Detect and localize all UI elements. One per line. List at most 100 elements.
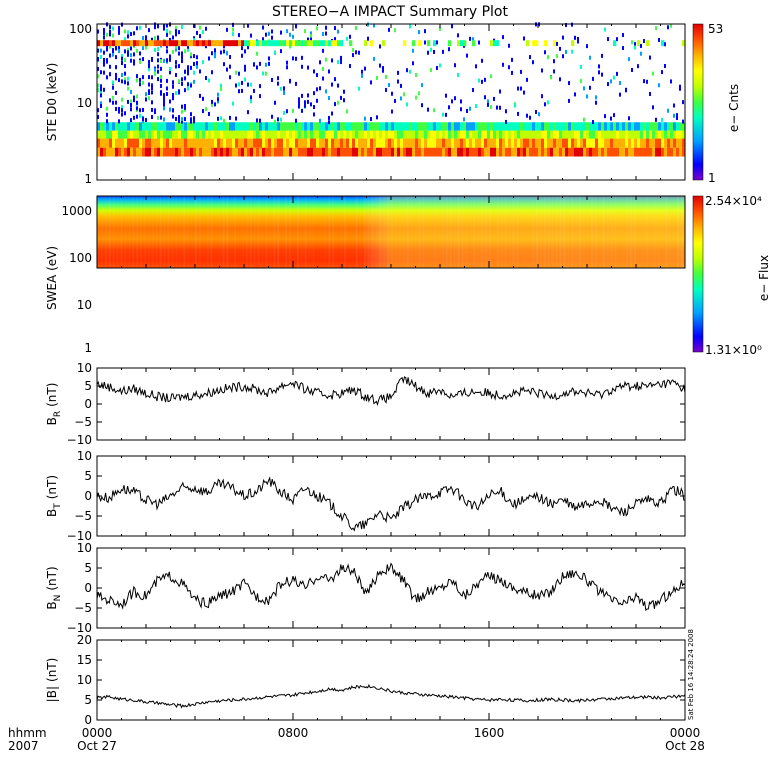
ste-cell <box>544 50 546 55</box>
ste-cell <box>274 40 278 47</box>
ste-cell <box>202 96 204 101</box>
ste-cell <box>556 122 560 131</box>
ste-cell <box>244 49 246 54</box>
ste-cell <box>661 130 665 139</box>
ste-cell <box>103 87 105 92</box>
ste-cell <box>403 130 407 139</box>
ste-cell <box>187 44 189 49</box>
ste-cell <box>292 34 294 39</box>
ste-cell <box>241 138 245 148</box>
ste-cell <box>304 40 308 47</box>
ste-cell <box>391 138 395 148</box>
ste-cell <box>664 147 668 157</box>
ste-cell <box>373 23 375 28</box>
ste-cell <box>196 61 198 66</box>
ste-cell <box>118 130 122 139</box>
swea-stripe <box>555 196 558 268</box>
ste-cell <box>316 138 320 148</box>
ste-cell <box>631 67 633 72</box>
ste-cell <box>250 130 254 139</box>
ste-cell <box>472 138 476 148</box>
ste-cell <box>214 54 216 59</box>
ste-cell <box>229 138 233 148</box>
ste-cell <box>349 122 353 131</box>
ste-cell <box>313 130 317 139</box>
ste-cell <box>493 96 495 101</box>
ste-cell <box>142 57 144 62</box>
ste-cell <box>334 130 338 139</box>
swea-stripe <box>343 196 346 268</box>
ste-cell <box>433 49 435 54</box>
ste-cell <box>181 122 185 131</box>
swea-stripe <box>677 196 680 268</box>
ste-cell <box>181 77 183 82</box>
ste-cell <box>448 40 452 47</box>
ste-cell <box>682 147 686 157</box>
ste-cell <box>406 122 410 131</box>
ste-cell <box>484 122 488 131</box>
ste-cell <box>472 122 476 131</box>
ste-cell <box>466 53 468 58</box>
ste-cell <box>364 40 368 47</box>
ste-cell <box>199 40 203 47</box>
ste-cell <box>199 69 201 74</box>
ste-cell <box>193 61 195 66</box>
ste-cell <box>151 147 155 157</box>
ste-cell <box>403 147 407 157</box>
ste-cell <box>163 122 167 131</box>
ste-cell <box>658 37 660 42</box>
ste-cell <box>325 138 329 148</box>
swea-stripe <box>234 196 237 268</box>
ste-cell <box>391 130 395 139</box>
swea-stripe <box>594 196 597 268</box>
ste-cell <box>172 84 174 89</box>
ste-cell <box>238 40 242 47</box>
ste-cell <box>361 69 363 74</box>
ste-cell <box>508 43 510 48</box>
ste-cell <box>511 147 515 157</box>
ste-cell <box>559 77 561 82</box>
ste-cell <box>241 130 245 139</box>
ste-cell <box>130 32 132 37</box>
ste-cell <box>475 122 479 131</box>
swea-y-tick-1000: 1000 <box>61 204 92 218</box>
ste-cell <box>304 147 308 157</box>
ste-cell <box>319 122 323 131</box>
ste-cell <box>376 115 378 120</box>
ste-cell <box>289 138 293 148</box>
ste-cell <box>157 138 161 148</box>
ste-cell <box>445 130 449 139</box>
ste-cell <box>118 45 120 50</box>
ste-cell <box>139 25 141 30</box>
swea-stripe <box>128 196 130 268</box>
ste-cell <box>295 40 299 47</box>
ste-cell <box>343 89 345 94</box>
ste-cell <box>253 88 255 93</box>
ste-cell <box>166 23 168 28</box>
ste-cell <box>295 24 297 29</box>
ste-cell <box>439 122 443 131</box>
ste-cell <box>541 68 543 73</box>
ste-cell <box>607 37 609 42</box>
ste-cell <box>352 138 356 148</box>
ste-cell <box>109 122 113 131</box>
br-frame <box>96 367 686 441</box>
ste-cell <box>112 85 114 90</box>
ste-cell <box>127 47 129 52</box>
swea-stripe <box>403 196 405 268</box>
ste-cell <box>109 98 111 103</box>
ste-cell <box>571 122 575 131</box>
ste-cell <box>598 147 602 157</box>
ste-cell <box>628 57 630 62</box>
ste-cell <box>220 138 224 148</box>
ste-cell <box>199 25 201 30</box>
ste-cell <box>679 122 683 131</box>
ste-cell <box>169 57 171 62</box>
ste-cell <box>103 122 107 131</box>
ste-cell <box>268 31 270 36</box>
ste-cell <box>619 147 623 157</box>
ste-cell <box>175 72 177 77</box>
ste-cell <box>172 96 174 101</box>
ste-cell <box>592 130 596 139</box>
ste-cell <box>127 40 131 47</box>
